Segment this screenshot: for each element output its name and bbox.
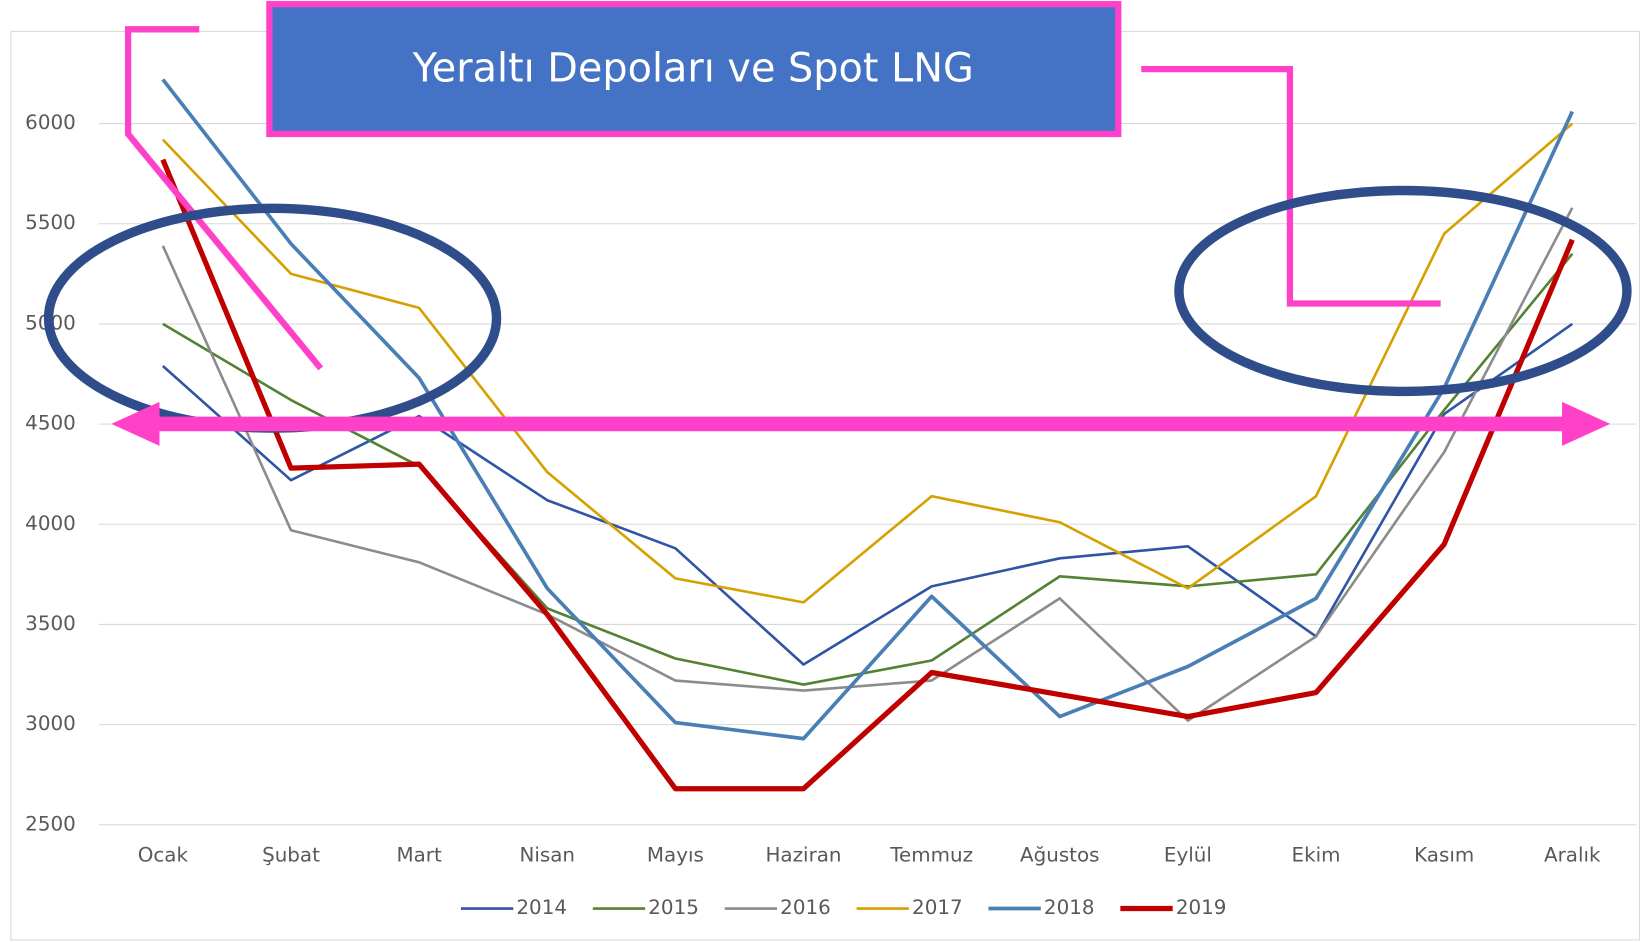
legend-label: 2019	[1176, 896, 1227, 919]
legend-label: 2018	[1044, 896, 1095, 919]
x-tick-label: Ekim	[1292, 844, 1341, 867]
x-tick-label: Nisan	[519, 844, 575, 867]
x-tick-label: Şubat	[262, 844, 320, 867]
y-tick-label: 4000	[25, 512, 76, 535]
legend-label: 2017	[912, 896, 963, 919]
y-tick-label: 6000	[25, 111, 76, 134]
chart-border	[10, 30, 1641, 941]
series-line	[161, 122, 1574, 604]
y-tick-label: 3500	[25, 612, 76, 635]
x-tick-label: Eylül	[1164, 844, 1212, 867]
overlay: Yeraltı Depoları ve Spot LNG	[43, 1, 1632, 446]
legend-label: 2016	[780, 896, 831, 919]
series-line	[161, 322, 1574, 666]
x-tick-label: Mart	[396, 844, 441, 867]
x-tick-label: Aralık	[1544, 844, 1601, 867]
pink-line	[124, 26, 324, 371]
x-tick-label: Mayıs	[647, 844, 704, 867]
ellipse	[1174, 185, 1632, 397]
pink-line	[1141, 65, 1441, 307]
y-tick-label: 2500	[25, 812, 76, 835]
series-line	[161, 78, 1574, 741]
legend-label: 2015	[648, 896, 699, 919]
x-tick-label: Ağustos	[1020, 844, 1099, 867]
series-line	[160, 158, 1575, 792]
chart-title: Yeraltı Depoları ve Spot LNG	[412, 46, 974, 92]
series-line	[162, 252, 1574, 686]
x-tick-label: Ocak	[138, 844, 189, 867]
x-tick-label: Haziran	[765, 844, 841, 867]
arrow-head	[1562, 401, 1611, 446]
ellipse	[43, 203, 502, 433]
x-tick-label: Temmuz	[889, 844, 973, 867]
title-box	[266, 1, 1122, 138]
legend-label: 2014	[516, 896, 567, 919]
y-tick-label: 4500	[25, 412, 76, 435]
series-line	[161, 207, 1574, 722]
y-tick-label: 3000	[25, 712, 76, 735]
arrow-head	[111, 401, 160, 446]
y-tick-label: 5500	[25, 211, 76, 234]
x-tick-label: Kasım	[1414, 844, 1474, 867]
